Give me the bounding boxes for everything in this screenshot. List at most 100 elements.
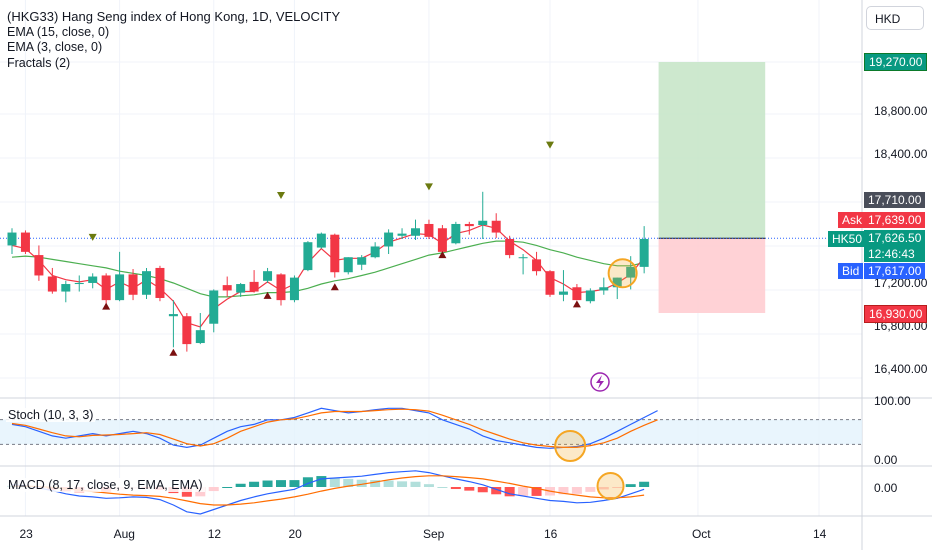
candle bbox=[518, 254, 528, 275]
candle bbox=[370, 242, 380, 259]
last-price-tag[interactable]: 17,626.50 12:46:43 bbox=[864, 230, 926, 262]
candle-body bbox=[182, 316, 192, 345]
stoch-k-line bbox=[11, 407, 658, 449]
candle bbox=[155, 265, 165, 302]
candle bbox=[464, 221, 474, 235]
bid-price-tag[interactable]: 17,617.00 bbox=[864, 263, 926, 279]
time-tick-label: 12 bbox=[207, 527, 222, 541]
macd-histogram-bar bbox=[477, 487, 488, 493]
macd-histogram-bar bbox=[504, 487, 515, 497]
currency-selector[interactable]: HKD bbox=[866, 6, 924, 30]
candle bbox=[572, 284, 582, 301]
macd-histogram-bar bbox=[383, 480, 394, 487]
candle-body bbox=[249, 281, 259, 292]
time-tick-label: Oct bbox=[691, 527, 711, 541]
candle-body bbox=[437, 228, 447, 252]
candle bbox=[182, 313, 192, 352]
stop-zone bbox=[658, 238, 766, 313]
highlight-fill bbox=[609, 260, 636, 287]
candle-body bbox=[424, 223, 434, 237]
time-tick-label: 14 bbox=[813, 527, 827, 541]
macd-histogram-bar bbox=[356, 479, 367, 487]
candle bbox=[128, 269, 138, 301]
macd-histogram-bar bbox=[558, 487, 569, 495]
price-tick-label: 16,400.00 bbox=[874, 361, 928, 376]
close-price-tag[interactable]: 17,710.00 bbox=[864, 192, 926, 208]
candle-body bbox=[451, 223, 461, 244]
macd-histogram-bar bbox=[612, 487, 623, 488]
symbol-title[interactable]: (HKG33) Hang Seng index of Hong Kong, 1D… bbox=[7, 9, 341, 24]
candle bbox=[289, 275, 299, 303]
legend-ema-3[interactable]: EMA (3, close, 0) bbox=[7, 40, 103, 54]
macd-histogram-bar bbox=[262, 480, 273, 487]
stoch-d-line bbox=[11, 408, 658, 448]
candle-body bbox=[626, 266, 636, 278]
macd-histogram-bar bbox=[450, 487, 461, 490]
candle-body bbox=[397, 233, 407, 236]
fractal-up-marker bbox=[330, 283, 339, 291]
candle-body bbox=[316, 233, 326, 248]
macd-histogram-bar bbox=[518, 487, 529, 496]
candle bbox=[222, 276, 232, 297]
target-price-tag[interactable]: 19,270.00 bbox=[864, 53, 928, 71]
macd-histogram-bar bbox=[343, 478, 354, 487]
legend-ema-15[interactable]: EMA (15, close, 0) bbox=[7, 24, 110, 39]
fractal-up-marker bbox=[438, 251, 447, 259]
candle bbox=[47, 267, 57, 294]
candle bbox=[558, 270, 568, 302]
stoch-band bbox=[0, 419, 862, 445]
candle-body bbox=[209, 290, 219, 324]
fractal-up-marker bbox=[572, 300, 581, 308]
bid-label: Bid bbox=[838, 263, 864, 279]
candle bbox=[74, 275, 84, 292]
legend-fractals[interactable]: Fractals (2) bbox=[7, 55, 71, 70]
candles bbox=[7, 191, 649, 352]
candle bbox=[209, 289, 219, 333]
candle bbox=[451, 221, 461, 245]
candle bbox=[276, 273, 286, 306]
macd-line bbox=[11, 470, 645, 515]
candle bbox=[263, 267, 273, 283]
candle bbox=[330, 233, 340, 278]
candle-body bbox=[505, 238, 515, 256]
time-tick-label: Sep bbox=[422, 527, 445, 541]
candle-body bbox=[558, 291, 568, 295]
candle-body bbox=[263, 271, 273, 281]
candle bbox=[599, 277, 609, 295]
fractal-up-marker bbox=[169, 348, 178, 356]
candle bbox=[532, 251, 542, 276]
fractal-up-marker bbox=[102, 302, 111, 310]
candle-body bbox=[572, 287, 582, 301]
candle bbox=[585, 288, 595, 304]
candle bbox=[20, 230, 30, 255]
candle-body bbox=[639, 238, 649, 267]
macd-histogram-bar bbox=[329, 477, 340, 487]
candle-body bbox=[330, 234, 340, 273]
candle-body bbox=[74, 282, 84, 285]
candle-body bbox=[343, 257, 353, 273]
candle-body bbox=[518, 257, 528, 259]
macd-pane-label[interactable]: MACD (8, 17, close, 9, EMA, EMA) bbox=[6, 478, 205, 492]
macd-histogram-bar bbox=[410, 481, 421, 487]
bar-countdown: 12:46:43 bbox=[868, 247, 915, 261]
candle-body bbox=[545, 271, 555, 295]
candle bbox=[343, 257, 353, 275]
candle-body bbox=[155, 267, 165, 298]
candle bbox=[424, 219, 434, 239]
macd-histogram-bar bbox=[639, 481, 650, 487]
macd-histogram-bar bbox=[571, 487, 582, 494]
macd-histogram-bar bbox=[531, 487, 542, 496]
macd-histogram-bar bbox=[235, 483, 246, 487]
candle bbox=[612, 277, 622, 300]
symbol-label: HK50 bbox=[828, 231, 867, 247]
ask-price-tag[interactable]: 17,639.00 bbox=[864, 212, 926, 228]
candle-body bbox=[532, 259, 542, 272]
candle-body bbox=[115, 274, 125, 301]
lightning-icon[interactable] bbox=[590, 372, 610, 392]
candle-body bbox=[612, 277, 622, 288]
stop-price-tag[interactable]: 16,930.00 bbox=[864, 305, 928, 323]
price-tick-label: 18,800.00 bbox=[874, 104, 928, 119]
stoch-pane-label[interactable]: Stoch (10, 3, 3) bbox=[6, 408, 96, 422]
